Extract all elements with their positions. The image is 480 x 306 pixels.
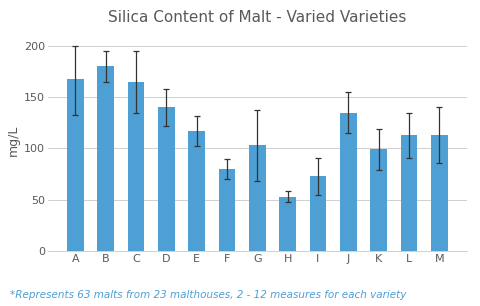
Bar — [67, 79, 84, 251]
Text: *Represents 63 malts from 23 malthouses, 2 - 12 measures for each variety: *Represents 63 malts from 23 malthouses,… — [10, 290, 405, 300]
Bar — [339, 113, 356, 251]
Bar — [249, 145, 265, 251]
Bar — [370, 149, 386, 251]
Bar — [309, 176, 325, 251]
Bar — [430, 135, 446, 251]
Bar — [218, 169, 235, 251]
Title: Silica Content of Malt - Varied Varieties: Silica Content of Malt - Varied Varietie… — [108, 10, 406, 25]
Bar — [400, 135, 416, 251]
Y-axis label: mg/L: mg/L — [7, 125, 20, 156]
Bar — [188, 131, 204, 251]
Bar — [158, 107, 174, 251]
Bar — [128, 82, 144, 251]
Bar — [279, 197, 295, 251]
Bar — [97, 66, 114, 251]
